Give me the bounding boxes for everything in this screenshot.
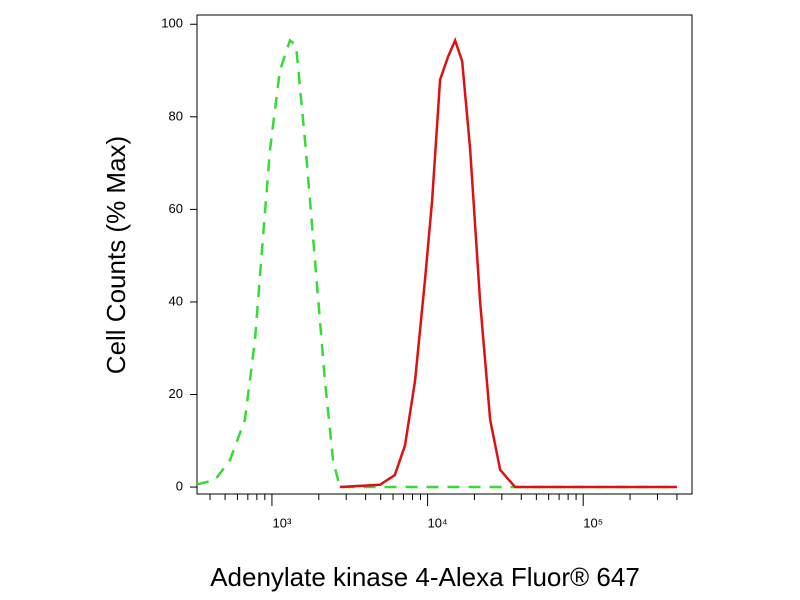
series-line [339, 36, 677, 489]
y-tick-label: 100 [161, 16, 183, 31]
y-tick-label: 60 [169, 201, 183, 216]
y-tick-label: 40 [169, 293, 183, 308]
y-axis-label: Cell Counts (% Max) [101, 136, 131, 374]
x-axis-label: Adenylate kinase 4-Alexa Fluor® 647 [210, 562, 640, 592]
plot-frame [196, 14, 693, 495]
x-tick-label: 10³ [273, 515, 292, 530]
y-tick-label: 0 [176, 478, 183, 493]
x-tick-label: 10⁴ [428, 515, 448, 530]
series-line [196, 38, 677, 489]
x-tick-label: 10⁵ [583, 515, 603, 530]
y-tick-label: 20 [169, 386, 183, 401]
y-tick-label: 80 [169, 108, 183, 123]
